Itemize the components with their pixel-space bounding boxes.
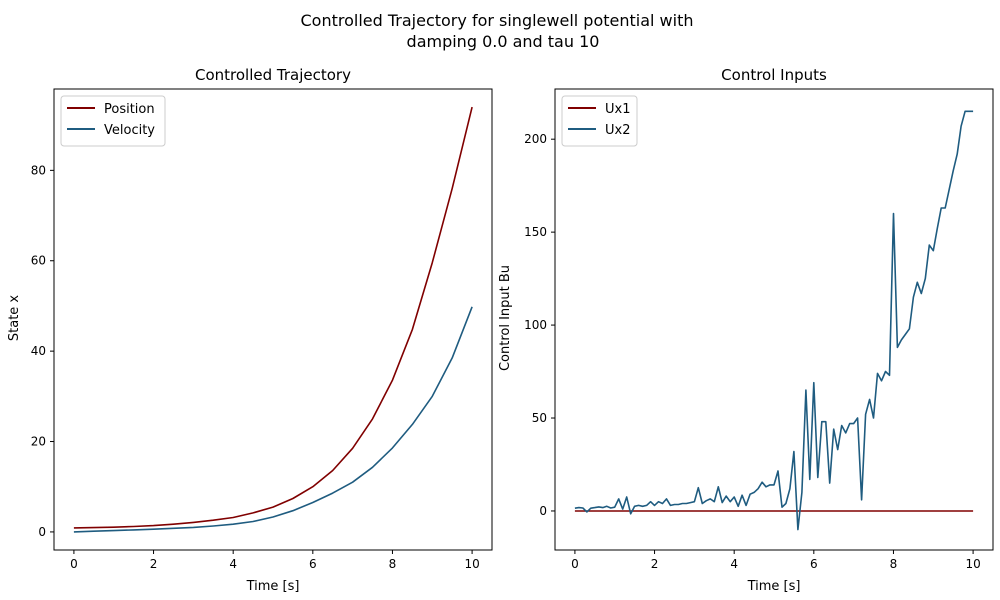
- control-inputs-legend-label-ux2: Ux2: [605, 123, 630, 138]
- trajectory-x-tick-label: 8: [389, 557, 397, 571]
- trajectory-y-axis-label: State x: [7, 295, 22, 342]
- control-inputs-x-tick-label: 6: [810, 557, 818, 571]
- control-inputs-y-axis-label: Control Input Bu: [498, 265, 513, 371]
- trajectory-x-tick-label: 0: [70, 557, 78, 571]
- control-inputs-y-tick-label: 100: [524, 318, 547, 332]
- control-inputs-x-axis-label: Time [s]: [747, 579, 801, 594]
- trajectory-legend-label-velocity: Velocity: [104, 123, 155, 138]
- control-inputs-x-tick-label: 10: [965, 557, 980, 571]
- trajectory-y-tick-label: 40: [31, 344, 46, 358]
- trajectory-legend-label-position: Position: [104, 102, 155, 117]
- trajectory-legend: Position Velocity: [60, 95, 166, 147]
- control-inputs-legend-label-ux1: Ux1: [605, 102, 630, 117]
- control-inputs-y-tick-label: 0: [539, 504, 547, 518]
- control-inputs-y-tick-label: 50: [532, 411, 547, 425]
- trajectory-plot-frame: [53, 88, 493, 551]
- control-inputs-plot-frame: [554, 88, 994, 551]
- trajectory-series-position-line: [73, 106, 473, 529]
- control-inputs-x-tick-label: 8: [890, 557, 898, 571]
- control-inputs-x-tick-label: 0: [571, 557, 579, 571]
- trajectory-x-tick-label: 10: [464, 557, 479, 571]
- trajectory-x-tick-label: 6: [309, 557, 317, 571]
- control-inputs-x-tick-label: 4: [730, 557, 738, 571]
- trajectory-x-tick-label: 4: [229, 557, 237, 571]
- trajectory-y-tick-label: 0: [38, 525, 46, 539]
- control-inputs-y-tick-label: 200: [524, 132, 547, 146]
- control-inputs-x-tick-label: 2: [651, 557, 659, 571]
- trajectory-x-tick-label: 2: [150, 557, 158, 571]
- trajectory-chart: Controlled Trajectory Time [s] State x P…: [7, 66, 493, 594]
- figure-title-line-1: Controlled Trajectory for singlewell pot…: [300, 11, 693, 30]
- trajectory-x-axis-label: Time [s]: [246, 579, 300, 594]
- control-inputs-chart: Control Inputs Time [s] Control Input Bu…: [498, 66, 994, 594]
- control-inputs-y-tick-label: 150: [524, 225, 547, 239]
- trajectory-y-tick-label: 20: [31, 435, 46, 449]
- control-inputs-series-ux2-line: [574, 110, 974, 531]
- control-inputs-chart-title: Control Inputs: [721, 66, 827, 84]
- trajectory-y-tick-label: 60: [31, 254, 46, 268]
- trajectory-chart-title: Controlled Trajectory: [195, 66, 351, 84]
- trajectory-y-tick-label: 80: [31, 163, 46, 177]
- figure-title-line-2: damping 0.0 and tau 10: [407, 32, 600, 51]
- trajectory-series-velocity-line: [73, 306, 473, 533]
